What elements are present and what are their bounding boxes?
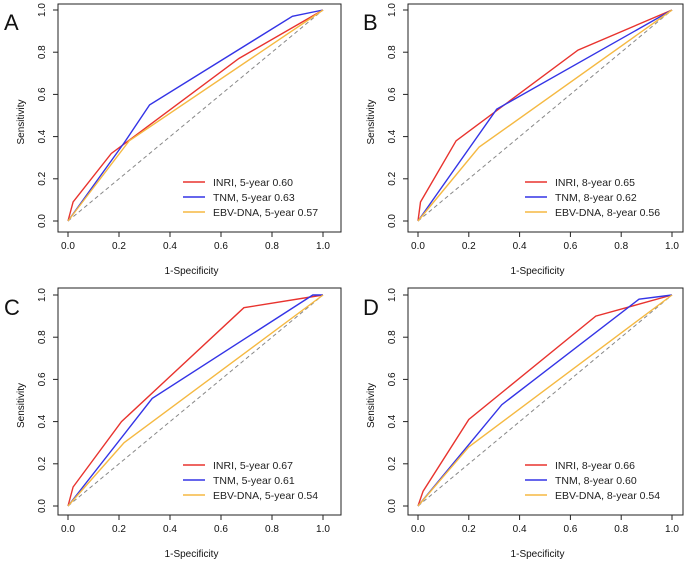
- x-tick-label: 0.8: [614, 524, 628, 535]
- legend-entry: TNM, 5-year 0.61: [213, 475, 295, 487]
- x-tick-label: 1.0: [665, 524, 679, 535]
- legend-entry: EBV-DNA, 8-year 0.56: [555, 207, 660, 219]
- x-tick-label: 0.6: [214, 241, 228, 252]
- panel-label: B: [363, 10, 378, 35]
- y-tick-label: 0.6: [387, 87, 398, 101]
- reference-diagonal: [417, 294, 673, 507]
- legend-entry: EBV-DNA, 5-year 0.54: [213, 490, 318, 502]
- x-tick-label: 0.0: [61, 524, 75, 535]
- x-tick-label: 0.6: [563, 524, 577, 535]
- x-axis-title: 1-Specificity: [511, 549, 565, 560]
- y-tick-label: 0.8: [387, 330, 398, 344]
- roc-curve-ebv-dna: [67, 294, 324, 507]
- x-tick-label: 0.4: [513, 241, 527, 252]
- y-tick-label: 0.4: [37, 129, 48, 143]
- roc-curve-tnm: [417, 9, 673, 222]
- roc-panel-b: B 0.0 0.2 0.4 0.6 0.8 1.0 0.0 0.2 0.4 0.6 0.8 1.0 1-S…: [363, 3, 684, 277]
- y-tick-label: 0.2: [387, 456, 398, 470]
- plot-frame: [57, 287, 342, 516]
- roc-curve-inri: [417, 9, 673, 222]
- legend-entry: INRI, 5-year 0.60: [213, 177, 293, 189]
- y-tick-label: 1.0: [387, 3, 398, 17]
- roc-panel-a: A 0.0 0.2 0.4 0.6 0.8 1.0 0.0 0.2 0.4 0.6 0.8 1.0 1-S…: [4, 3, 342, 277]
- x-tick-label: 0.4: [513, 524, 527, 535]
- x-tick-label: 0.2: [112, 524, 126, 535]
- legend-entry: TNM, 8-year 0.62: [555, 192, 637, 204]
- x-tick-label: 0.6: [563, 241, 577, 252]
- y-tick-label: 0.8: [37, 330, 48, 344]
- x-tick-label: 0.2: [112, 241, 126, 252]
- x-tick-label: 0.6: [214, 524, 228, 535]
- roc-curve-ebv-dna: [67, 9, 324, 222]
- x-tick-label: 0.2: [462, 241, 476, 252]
- y-tick-label: 0.2: [37, 171, 48, 185]
- y-tick-label: 0.4: [387, 414, 398, 428]
- reference-diagonal: [417, 9, 673, 222]
- roc-curve-inri: [67, 294, 324, 507]
- x-tick-label: 0.0: [411, 241, 425, 252]
- roc-curve-inri: [67, 9, 324, 222]
- y-tick-label: 0.2: [37, 456, 48, 470]
- y-tick-label: 0.6: [387, 372, 398, 386]
- y-tick-label: 0.2: [387, 171, 398, 185]
- x-tick-label: 1.0: [316, 241, 330, 252]
- roc-panel-c: C 0.0 0.2 0.4 0.6 0.8 1.0 0.0 0.2 0.4 0.6 0.8 1.0 1-S…: [4, 287, 342, 560]
- roc-curve-ebv-dna: [417, 9, 673, 222]
- y-tick-label: 0.0: [37, 214, 48, 228]
- x-tick-label: 0.4: [163, 241, 177, 252]
- legend-entry: INRI, 5-year 0.67: [213, 460, 293, 472]
- y-axis-title: Sensitivity: [16, 383, 27, 428]
- y-axis-title: Sensitivity: [16, 99, 27, 144]
- roc-curve-ebv-dna: [417, 294, 673, 507]
- x-tick-label: 1.0: [665, 241, 679, 252]
- y-tick-label: 1.0: [37, 288, 48, 302]
- reference-diagonal: [67, 294, 324, 507]
- y-tick-label: 0.6: [37, 87, 48, 101]
- plot-frame: [57, 3, 342, 233]
- y-tick-label: 0.6: [37, 372, 48, 386]
- x-axis-title: 1-Specificity: [165, 266, 219, 277]
- roc-curve-tnm: [417, 294, 673, 507]
- y-tick-label: 1.0: [37, 3, 48, 17]
- x-tick-label: 0.8: [265, 524, 279, 535]
- panel-label: A: [4, 10, 19, 35]
- legend-entry: TNM, 8-year 0.60: [555, 475, 637, 487]
- x-tick-label: 0.8: [614, 241, 628, 252]
- roc-curve-inri: [417, 294, 673, 507]
- y-tick-label: 0.0: [37, 499, 48, 513]
- panel-label: D: [363, 295, 379, 320]
- y-axis-title: Sensitivity: [366, 383, 377, 428]
- x-tick-label: 0.2: [462, 524, 476, 535]
- y-tick-label: 0.0: [387, 499, 398, 513]
- y-axis-title: Sensitivity: [366, 99, 377, 144]
- y-tick-label: 0.0: [387, 214, 398, 228]
- panel-label: C: [4, 295, 20, 320]
- legend-entry: EBV-DNA, 8-year 0.54: [555, 490, 660, 502]
- x-axis-title: 1-Specificity: [165, 549, 219, 560]
- x-tick-label: 0.0: [411, 524, 425, 535]
- plot-frame: [407, 3, 684, 233]
- x-tick-label: 0.4: [163, 524, 177, 535]
- y-tick-label: 0.8: [37, 45, 48, 59]
- legend-entry: TNM, 5-year 0.63: [213, 192, 295, 204]
- reference-diagonal: [67, 9, 324, 222]
- y-tick-label: 0.4: [37, 414, 48, 428]
- x-tick-label: 1.0: [316, 524, 330, 535]
- legend-entry: EBV-DNA, 5-year 0.57: [213, 207, 318, 219]
- roc-panel-d: D 0.0 0.2 0.4 0.6 0.8 1.0 0.0 0.2 0.4 0.6 0.8 1.0 1-S…: [363, 287, 684, 560]
- legend-entry: INRI, 8-year 0.65: [555, 177, 635, 189]
- x-axis-title: 1-Specificity: [511, 266, 565, 277]
- x-tick-label: 0.0: [61, 241, 75, 252]
- y-tick-label: 0.8: [387, 45, 398, 59]
- legend-entry: INRI, 8-year 0.66: [555, 460, 635, 472]
- x-tick-label: 0.8: [265, 241, 279, 252]
- y-tick-label: 0.4: [387, 129, 398, 143]
- roc-curve-tnm: [67, 294, 323, 507]
- y-tick-label: 1.0: [387, 288, 398, 302]
- plot-frame: [407, 287, 684, 516]
- roc-curve-tnm: [67, 9, 324, 222]
